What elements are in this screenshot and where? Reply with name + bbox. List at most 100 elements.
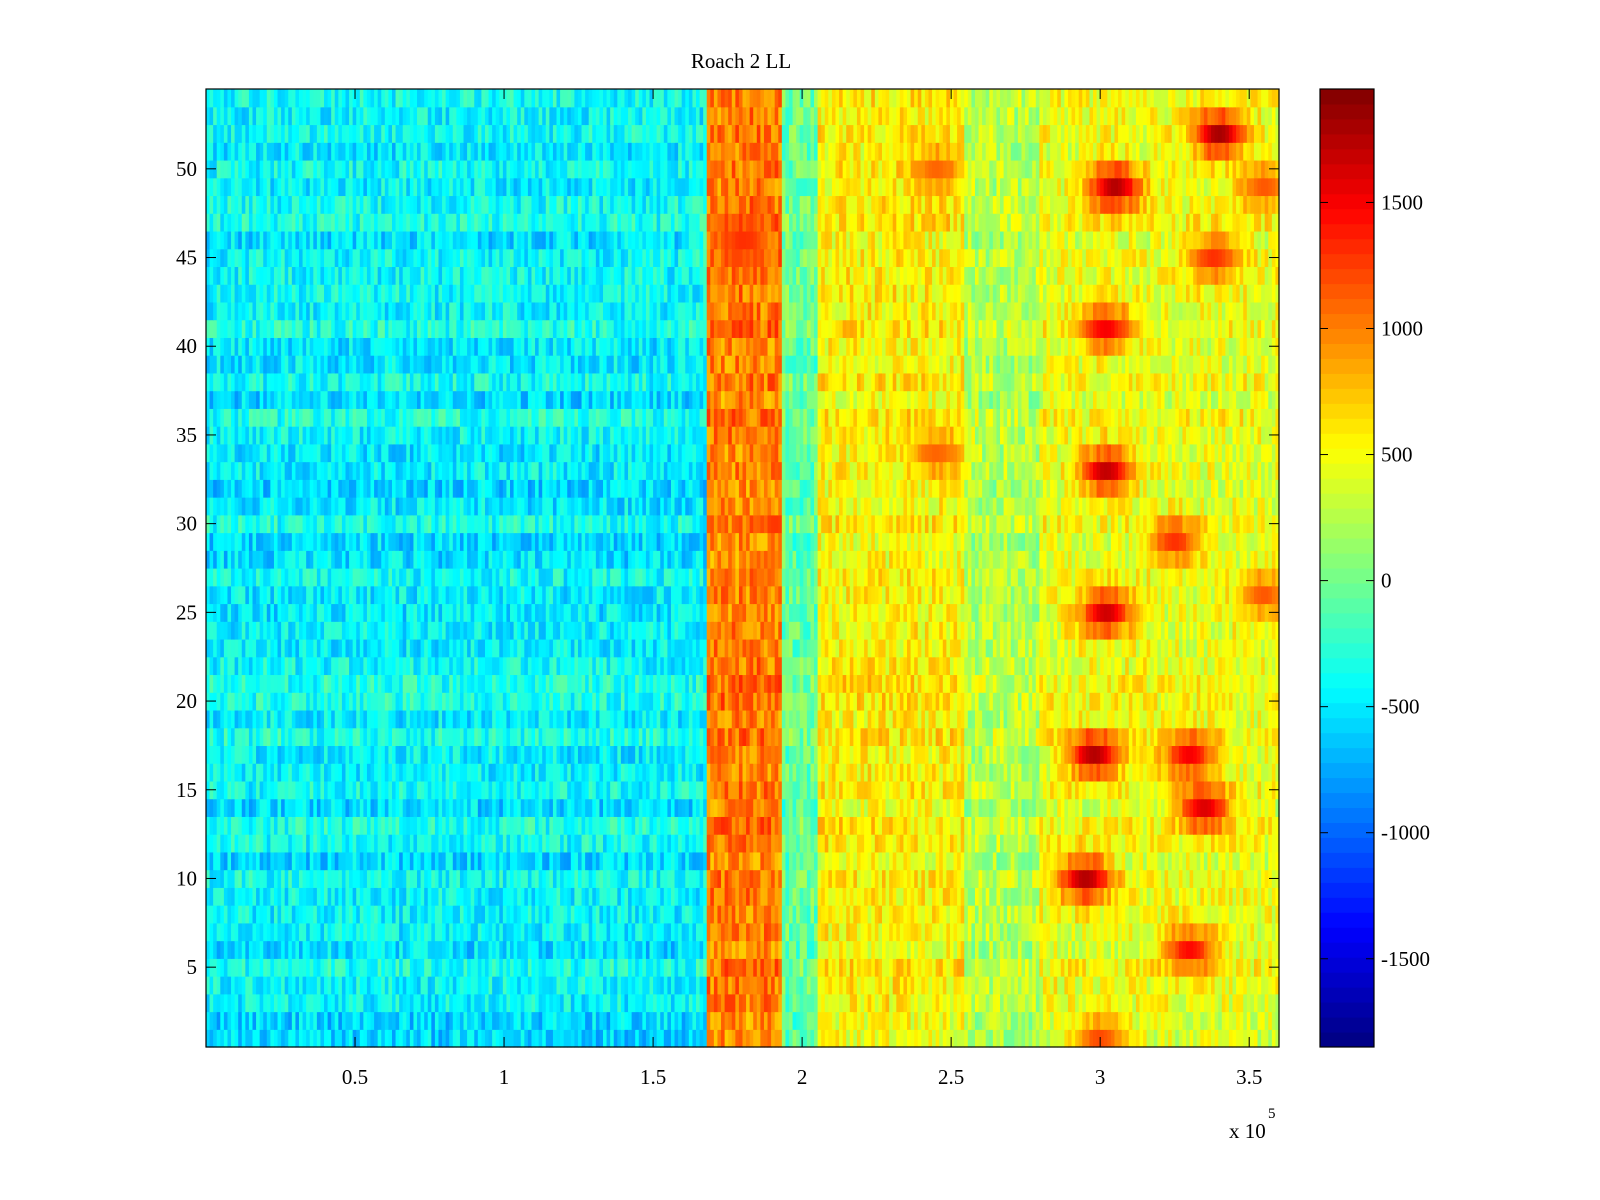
heatmap-cell [760, 798, 765, 817]
heatmap-cell [685, 940, 690, 959]
heatmap-cell [413, 993, 418, 1013]
heatmap-cell [767, 887, 772, 906]
heatmap-cell [1243, 905, 1248, 924]
heatmap-cell [1243, 1029, 1248, 1048]
heatmap-cell [1225, 780, 1230, 800]
heatmap-cell [234, 816, 239, 835]
heatmap-cell [985, 780, 990, 800]
heatmap-cell [1178, 834, 1184, 853]
heatmap-cell [306, 958, 311, 977]
heatmap-cell [1189, 780, 1194, 800]
heatmap-cell [985, 1029, 990, 1048]
heatmap-cell [1232, 816, 1237, 835]
heatmap-cell [806, 993, 812, 1013]
heatmap-cell [645, 1011, 651, 1030]
heatmap-cell [674, 851, 679, 871]
heatmap-cell [1000, 905, 1005, 924]
heatmap-cell [592, 1011, 597, 1030]
heatmap-cell [821, 763, 826, 782]
heatmap-cell [978, 958, 983, 977]
heatmap-cell [821, 1029, 826, 1048]
heatmap-cell [327, 745, 332, 764]
heatmap-cell [620, 1029, 626, 1048]
heatmap-cell [1193, 834, 1198, 853]
heatmap-cell [1150, 1011, 1155, 1030]
heatmap-cell [1053, 940, 1058, 959]
heatmap-cell [953, 763, 958, 782]
heatmap-cell [1096, 1011, 1101, 1030]
heatmap-cell [899, 993, 905, 1013]
heatmap-cell [924, 958, 930, 977]
heatmap-cell [996, 869, 1001, 888]
heatmap-cell [549, 1029, 554, 1048]
heatmap-cell [992, 869, 998, 888]
heatmap-cell [824, 1011, 829, 1030]
heatmap-cell [932, 780, 937, 800]
heatmap-cell [281, 905, 286, 924]
heatmap-cell [914, 958, 919, 977]
heatmap-cell [785, 976, 790, 995]
heatmap-cell [1085, 798, 1091, 817]
heatmap-cell [592, 869, 597, 888]
heatmap-cell [1100, 816, 1105, 835]
heatmap-cell [1239, 887, 1244, 906]
heatmap-cell [924, 816, 930, 835]
heatmap-cell [567, 798, 572, 817]
heatmap-cell [417, 1011, 422, 1030]
heatmap-cell [885, 816, 890, 835]
heatmap-cell [663, 922, 668, 942]
heatmap-cell [617, 976, 622, 995]
heatmap-cell [663, 958, 668, 977]
heatmap-cell [284, 887, 289, 906]
heatmap-cell [1207, 798, 1212, 817]
heatmap-cell [899, 798, 905, 817]
heatmap-cell [291, 780, 297, 800]
heatmap-cell [856, 763, 862, 782]
heatmap-cell [785, 745, 790, 764]
heatmap-cell [1275, 851, 1280, 871]
heatmap-cell [667, 816, 672, 835]
heatmap-cell [1064, 851, 1069, 871]
heatmap-cell [631, 851, 636, 871]
heatmap-cell [424, 763, 429, 782]
heatmap-cell [1250, 816, 1255, 835]
heatmap-cell [481, 922, 486, 942]
heatmap-cell [413, 958, 418, 977]
heatmap-cell [495, 869, 500, 888]
heatmap-cell [928, 763, 933, 782]
heatmap-cell [599, 976, 604, 995]
heatmap-cell [313, 1011, 318, 1030]
heatmap-cell [309, 745, 314, 764]
heatmap-cell [649, 816, 654, 835]
heatmap-cell [1207, 993, 1212, 1013]
heatmap-cell [756, 763, 761, 782]
heatmap-cell [409, 993, 415, 1013]
heatmap-cell [996, 851, 1001, 871]
heatmap-cell [753, 958, 758, 977]
heatmap-cell [946, 798, 951, 817]
heatmap-cell [674, 798, 679, 817]
heatmap-cell [270, 940, 275, 959]
heatmap-cell [1042, 816, 1048, 835]
heatmap-cell [374, 887, 379, 906]
heatmap-cell [545, 745, 550, 764]
heatmap-cell [427, 834, 432, 853]
heatmap-cell [935, 780, 940, 800]
heatmap-cell [1114, 958, 1119, 977]
heatmap-cell [1050, 976, 1055, 995]
heatmap-cell [1193, 993, 1198, 1013]
heatmap-cell [309, 869, 314, 888]
heatmap-cell [338, 1011, 343, 1030]
heatmap-cell [520, 993, 525, 1013]
heatmap-cell [967, 816, 973, 835]
heatmap-cell [992, 922, 998, 942]
heatmap-cell [932, 763, 937, 782]
heatmap-cell [653, 993, 658, 1013]
heatmap-cell [549, 816, 554, 835]
heatmap-cell [349, 905, 354, 924]
heatmap-cell [896, 780, 901, 800]
heatmap-cell [206, 745, 211, 764]
heatmap-cell [674, 869, 679, 888]
heatmap-cell [220, 958, 225, 977]
heatmap-cell [402, 869, 407, 888]
